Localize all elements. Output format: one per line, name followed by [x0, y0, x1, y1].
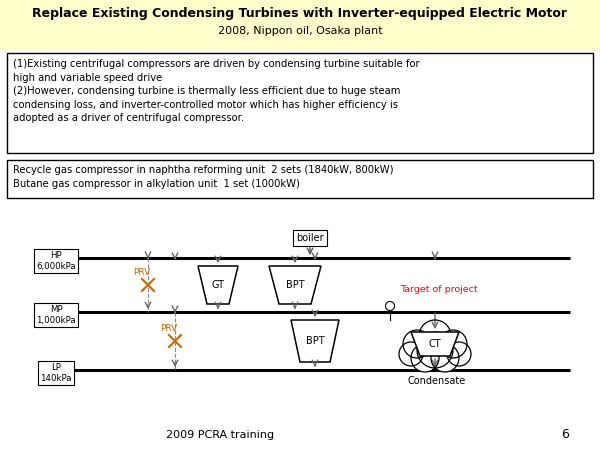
Text: GT: GT [212, 280, 224, 290]
Bar [0, 0, 600, 50]
Polygon shape [291, 320, 339, 362]
Circle shape [439, 330, 467, 358]
Circle shape [399, 342, 423, 366]
Polygon shape [411, 332, 459, 356]
Text: 2009 PCRA training: 2009 PCRA training [166, 430, 274, 440]
Circle shape [431, 344, 459, 372]
Circle shape [411, 344, 439, 372]
Text: Target of project: Target of project [400, 285, 478, 294]
Circle shape [417, 332, 453, 368]
Text: MP
1,000kPa: MP 1,000kPa [36, 305, 76, 325]
Circle shape [403, 330, 431, 358]
Polygon shape [269, 266, 321, 304]
Text: (1)Existing centrifugal compressors are driven by condensing turbine suitable fo: (1)Existing centrifugal compressors are … [13, 59, 419, 123]
Polygon shape [198, 266, 238, 304]
Circle shape [447, 342, 471, 366]
Text: Replace Existing Condensing Turbines with Inverter-equipped Electric Motor: Replace Existing Condensing Turbines wit… [32, 6, 568, 19]
Text: PRV: PRV [160, 324, 177, 333]
Bar [7, 53, 593, 153]
Text: BPT: BPT [305, 336, 325, 346]
Text: 6: 6 [561, 428, 569, 441]
Text: HP
6,000kPa: HP 6,000kPa [36, 251, 76, 271]
Text: BPT: BPT [286, 280, 304, 290]
Text: CT: CT [428, 339, 442, 349]
Text: boiler: boiler [296, 233, 324, 243]
Circle shape [419, 320, 451, 352]
Text: PRV: PRV [133, 268, 150, 277]
Text: LP
140kPa: LP 140kPa [40, 363, 72, 382]
Bar [7, 160, 593, 198]
Text: Condensate: Condensate [408, 376, 466, 386]
Text: Recycle gas compressor in naphtha reforming unit  2 sets (1840kW, 800kW)
Butane : Recycle gas compressor in naphtha reform… [13, 165, 394, 189]
Text: 2008, Nippon oil, Osaka plant: 2008, Nippon oil, Osaka plant [218, 26, 382, 36]
